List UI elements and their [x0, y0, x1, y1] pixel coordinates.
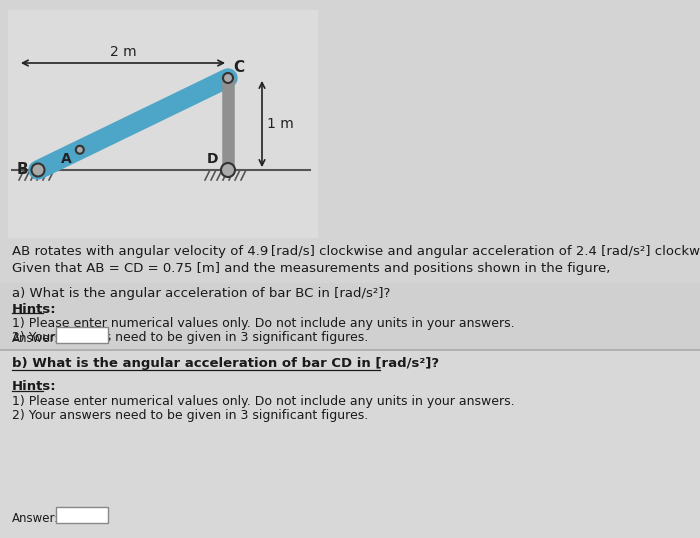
Text: 2) Your answers need to be given in 3 significant figures.: 2) Your answers need to be given in 3 si…: [12, 331, 368, 344]
Text: 1) Please enter numerical values only. Do not include any units in your answers.: 1) Please enter numerical values only. D…: [12, 395, 514, 408]
Text: Answer:: Answer:: [12, 512, 60, 525]
Bar: [56, 327, 108, 343]
Bar: [8, 10, 318, 238]
Text: Hints:: Hints:: [12, 303, 57, 316]
Text: 1) Please enter numerical values only. Do not include any units in your answers.: 1) Please enter numerical values only. D…: [12, 317, 514, 330]
Bar: [0, 350, 700, 538]
Circle shape: [223, 73, 233, 83]
Bar: [0, 283, 700, 350]
Circle shape: [32, 164, 45, 176]
Text: b) What is the angular acceleration of bar CD in [rad/s²]?: b) What is the angular acceleration of b…: [12, 357, 439, 370]
Text: C: C: [233, 60, 244, 75]
Text: B: B: [16, 162, 28, 178]
Text: Hints:: Hints:: [12, 380, 57, 393]
Text: A: A: [61, 152, 72, 166]
Text: 1 m: 1 m: [267, 117, 294, 131]
Text: a) What is the angular acceleration of bar BC in [rad/s²]?: a) What is the angular acceleration of b…: [12, 287, 391, 300]
Text: 2) Your answers need to be given in 3 significant figures.: 2) Your answers need to be given in 3 si…: [12, 409, 368, 422]
Text: AB rotates with angular velocity of 4.9 [rad/s] clockwise and angular accelerati: AB rotates with angular velocity of 4.9 …: [12, 245, 700, 258]
Text: 2 m: 2 m: [110, 45, 136, 59]
Bar: [56, 507, 108, 523]
Text: Answer:: Answer:: [12, 332, 60, 345]
Circle shape: [221, 163, 235, 177]
Circle shape: [76, 146, 84, 154]
Text: Given that AB = CD = 0.75 [m] and the measurements and positions shown in the fi: Given that AB = CD = 0.75 [m] and the me…: [12, 262, 610, 275]
Text: D: D: [206, 152, 218, 166]
